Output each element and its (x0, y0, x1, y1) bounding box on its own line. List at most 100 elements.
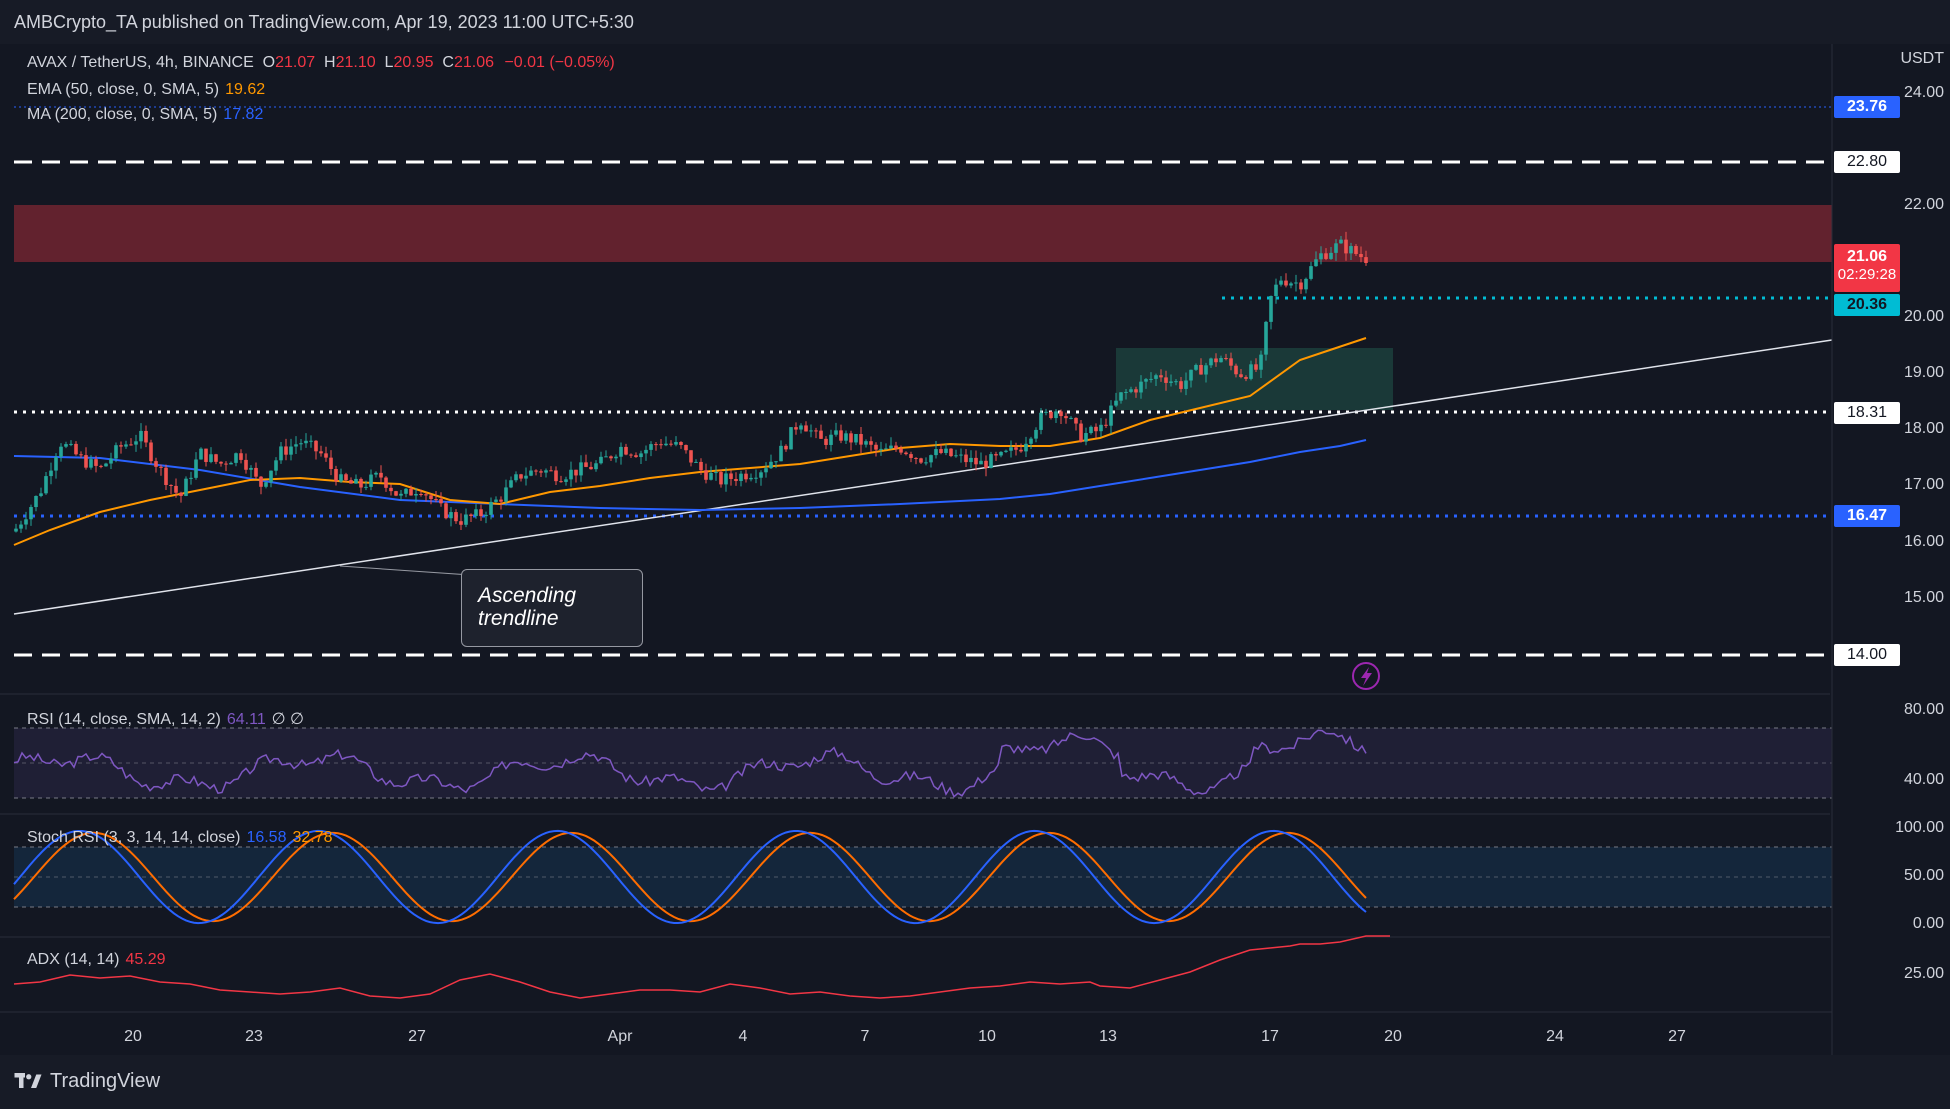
candle-body (1214, 358, 1218, 363)
candle-body (1314, 259, 1318, 267)
candle-body (409, 488, 413, 496)
candle-body (559, 481, 563, 483)
symbol-name: AVAX / TetherUS, 4h, BINANCE (27, 54, 254, 71)
candle-body (1304, 278, 1308, 290)
candle-body (824, 438, 828, 445)
date-label: 20 (124, 1028, 142, 1045)
candle-body (214, 454, 218, 462)
demand-zone (1116, 348, 1393, 410)
white-support-tag: 18.31 (1834, 402, 1900, 424)
candle-body (399, 493, 403, 496)
candle-body (1184, 380, 1188, 389)
candle-body (1274, 284, 1278, 297)
candle-body (1364, 257, 1368, 263)
candle-body (839, 430, 843, 441)
candle-body (859, 434, 863, 445)
ma-200-line (13, 439, 1367, 512)
rsi-legend[interactable]: RSI (14, close, SMA, 14, 2) 64.11 ∅ ∅ (27, 711, 305, 728)
candle-body (289, 446, 293, 455)
candle-body (1349, 246, 1353, 254)
candle-body (1024, 443, 1028, 452)
candle-body (1229, 358, 1233, 366)
candle-body (644, 449, 648, 454)
candle-body (294, 444, 298, 447)
candle-body (974, 457, 978, 465)
candle-body (914, 457, 918, 459)
candle-body (1004, 450, 1008, 452)
candle-body (784, 445, 788, 450)
ma-legend[interactable]: MA (200, close, 0, SMA, 5) 17.82 (27, 106, 264, 123)
candle-body (124, 444, 128, 447)
open-value: 21.07 (275, 54, 316, 71)
candle-body (94, 459, 98, 466)
change-value: −0.01 (−0.05%) (504, 54, 615, 71)
footer (0, 1055, 1950, 1109)
candle-body (694, 461, 698, 463)
ema-legend[interactable]: EMA (50, close, 0, SMA, 5) 19.62 (27, 81, 266, 98)
ema-value: 19.62 (225, 81, 266, 98)
symbol-legend[interactable]: AVAX / TetherUS, 4h, BINANCE O21.07 H21.… (27, 54, 615, 71)
candle-body (529, 470, 533, 476)
candle-body (649, 444, 653, 450)
candle-body (789, 427, 793, 450)
candle-body (249, 467, 253, 470)
candle-body (639, 453, 643, 458)
date-label: 4 (738, 1028, 748, 1045)
annotation-pointer (339, 565, 471, 591)
candle-body (119, 445, 123, 447)
currency-label: USDT (1900, 50, 1944, 67)
candle-body (754, 477, 758, 479)
date-label: 24 (1546, 1028, 1564, 1045)
candle-body (1289, 283, 1293, 286)
candle-body (174, 485, 178, 493)
candle-body (514, 474, 518, 481)
tradingview-logo-icon (14, 1072, 42, 1088)
candle-body (414, 493, 418, 496)
candle-body (599, 456, 603, 464)
candle-body (579, 462, 583, 476)
candle-body (234, 453, 238, 463)
candle-body (209, 454, 213, 462)
candle-body (254, 467, 258, 477)
trendline-annotation[interactable]: Ascending trendline (461, 569, 643, 647)
candle-body (479, 509, 483, 517)
candle-body (989, 454, 993, 468)
adx-legend[interactable]: ADX (14, 14) 45.29 (27, 951, 166, 968)
candle-body (169, 484, 173, 486)
stoch-legend[interactable]: Stoch RSI (3, 3, 14, 14, close) 16.58 32.7… (27, 829, 333, 846)
low-value: 20.95 (393, 54, 434, 71)
candle-body (994, 454, 998, 456)
candle-body (879, 448, 883, 450)
candle-body (1084, 433, 1088, 442)
candle-body (889, 445, 893, 449)
stoch-tick: 100.00 (1895, 819, 1944, 836)
tradingview-logo[interactable]: TradingView (14, 1070, 160, 1093)
candle-body (219, 461, 223, 464)
candle-body (519, 474, 523, 479)
candle-body (1189, 369, 1193, 381)
date-label: 10 (978, 1028, 996, 1045)
candle-body (1034, 429, 1038, 439)
candle-body (1124, 391, 1128, 393)
publisher-text: AMBCrypto_TA published on TradingView.co… (14, 12, 634, 32)
candle-body (139, 430, 143, 442)
candle-body (724, 473, 728, 485)
candle-body (149, 442, 153, 462)
candle-body (1284, 280, 1288, 286)
candle-body (1094, 426, 1098, 432)
price-tick: 16.00 (1903, 533, 1944, 550)
candle-body (39, 493, 43, 496)
date-label: 27 (408, 1028, 426, 1045)
candle-body (1099, 424, 1103, 432)
candle-body (1159, 375, 1163, 378)
candle-body (619, 446, 623, 457)
publish-header: AMBCrypto_TA published on TradingView.co… (0, 0, 1950, 44)
candle-body (364, 486, 368, 488)
candle-body (64, 444, 68, 447)
candle-body (184, 478, 188, 496)
candle-body (749, 477, 753, 480)
candle-body (769, 461, 773, 469)
lightning-icon[interactable] (1352, 662, 1380, 690)
candle-body (279, 446, 283, 461)
